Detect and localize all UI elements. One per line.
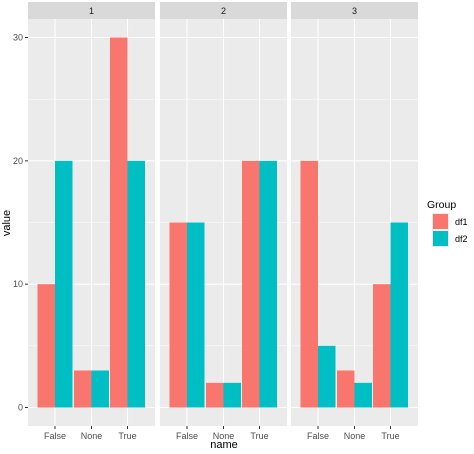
bar-df2-false — [187, 222, 205, 408]
bar-df1-none — [74, 370, 92, 408]
y-tick-label: 30 — [13, 33, 23, 43]
bar-df2-none — [223, 382, 241, 408]
bar-df2-none — [354, 382, 372, 408]
legend-title: Group — [427, 199, 456, 211]
legend-label-df1: df1 — [455, 217, 468, 227]
facet-strip — [291, 2, 418, 19]
facet-panel-3: 3 False None True — [291, 2, 418, 441]
bar-df2-true — [127, 160, 145, 408]
facet-panels: 1 False None True 2 False None True 3 False None Tr… — [28, 2, 418, 441]
bar-df1-true — [373, 284, 391, 408]
legend-key-df2 — [433, 231, 448, 246]
x-axis-title: name — [210, 439, 238, 451]
bar-df1-none — [337, 370, 355, 408]
facet-strip — [28, 2, 155, 19]
y-tick-label: 10 — [13, 279, 23, 289]
x-tick-label: True — [381, 431, 399, 441]
bar-df2-false — [318, 345, 336, 408]
x-tick-label: True — [250, 431, 268, 441]
legend: Group df1 df2 — [427, 199, 468, 247]
x-tick-label: False — [176, 431, 198, 441]
y-tick-label: 0 — [18, 403, 23, 413]
bar-df1-false — [169, 222, 187, 408]
bar-df2-false — [55, 160, 73, 408]
x-tick-label: False — [307, 431, 329, 441]
x-tick-label: True — [118, 431, 136, 441]
bar-df2-none — [91, 370, 109, 408]
x-tick-label: None — [81, 431, 103, 441]
bar-df1-true — [110, 37, 128, 408]
facet-strip-label: 1 — [89, 6, 94, 16]
bar-df1-true — [242, 160, 260, 408]
facet-panel-1: 1 False None True — [28, 2, 155, 441]
facet-strip — [160, 2, 287, 19]
bar-df2-true — [259, 160, 277, 408]
legend-label-df2: df2 — [455, 234, 468, 244]
facet-strip-label: 3 — [352, 6, 357, 16]
x-tick-label: False — [44, 431, 66, 441]
bar-df2-true — [390, 222, 408, 408]
y-axis: 0 10 20 30 — [13, 33, 28, 413]
facet-strip-label: 2 — [221, 6, 226, 16]
bar-df1-none — [206, 382, 224, 408]
y-axis-title: value — [1, 210, 13, 236]
bar-df1-false — [37, 284, 55, 408]
y-tick-label: 20 — [13, 156, 23, 166]
x-tick-label: None — [344, 431, 366, 441]
legend-key-df1 — [433, 214, 448, 229]
bar-df1-false — [300, 160, 318, 408]
facet-panel-2: 2 False None True — [160, 2, 287, 441]
x-tick-label: None — [213, 431, 235, 441]
